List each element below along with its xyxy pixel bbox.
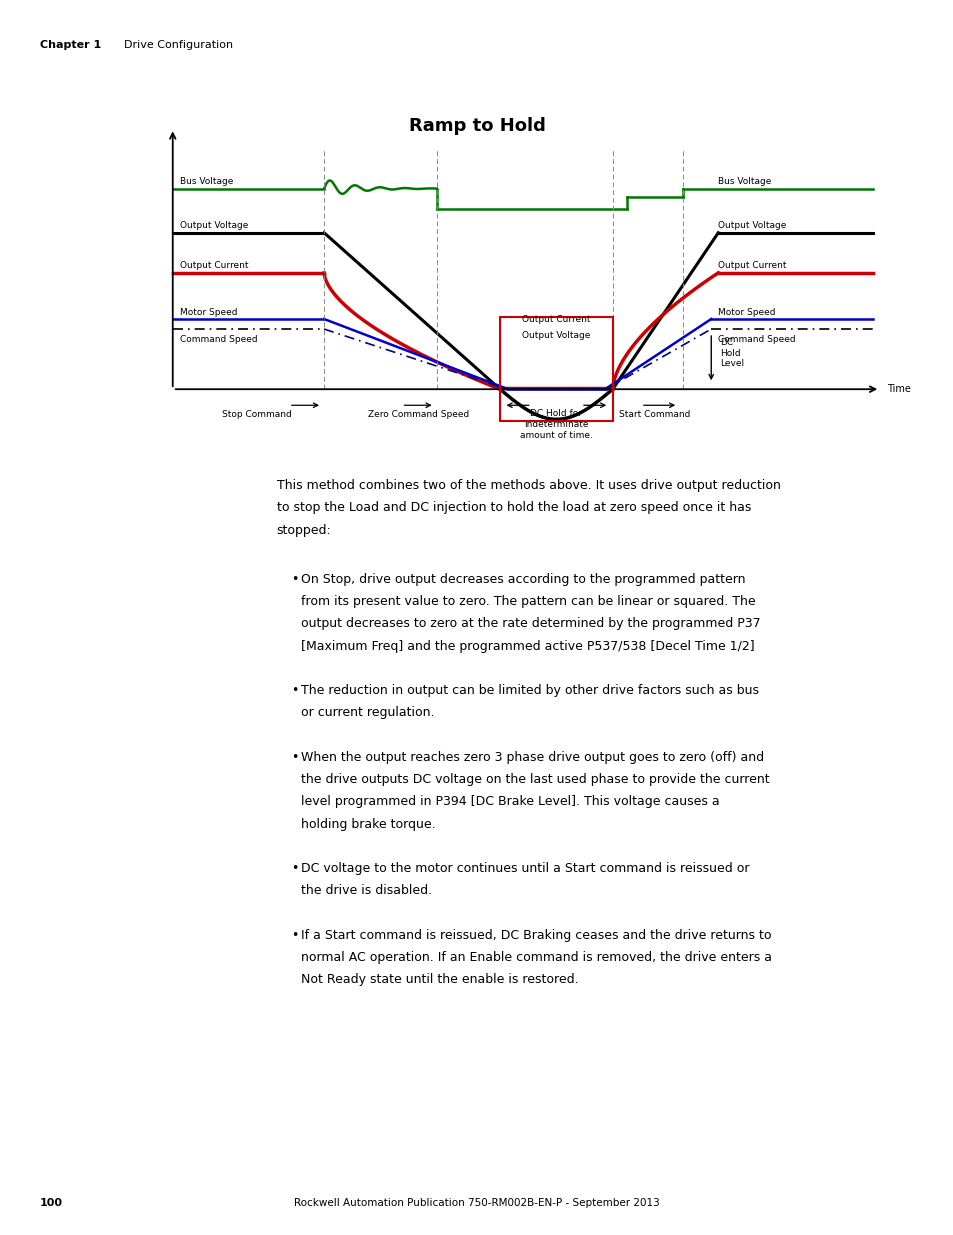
Text: the drive is disabled.: the drive is disabled. xyxy=(300,884,431,898)
Text: •: • xyxy=(291,929,298,942)
Text: normal AC operation. If an Enable command is removed, the drive enters a: normal AC operation. If an Enable comman… xyxy=(300,951,771,965)
Text: DC
Hold
Level: DC Hold Level xyxy=(719,338,743,368)
Text: Output Voltage: Output Voltage xyxy=(521,331,590,340)
Text: Start Command: Start Command xyxy=(618,410,690,419)
Text: Ramp to Hold: Ramp to Hold xyxy=(408,117,545,136)
Text: •: • xyxy=(291,573,298,587)
Text: •: • xyxy=(291,684,298,698)
Text: Not Ready state until the enable is restored.: Not Ready state until the enable is rest… xyxy=(300,973,578,987)
Text: This method combines two of the methods above. It uses drive output reduction: This method combines two of the methods … xyxy=(276,479,780,493)
Bar xyxy=(499,317,612,421)
Text: Output Voltage: Output Voltage xyxy=(718,221,786,230)
Text: output decreases to zero at the rate determined by the programmed P37: output decreases to zero at the rate det… xyxy=(300,618,760,631)
Text: stopped:: stopped: xyxy=(276,524,331,537)
Text: Output Current: Output Current xyxy=(179,261,248,270)
Text: Motor Speed: Motor Speed xyxy=(718,308,775,316)
Text: On Stop, drive output decreases according to the programmed pattern: On Stop, drive output decreases accordin… xyxy=(300,573,744,587)
Text: Drive Configuration: Drive Configuration xyxy=(124,40,233,49)
Text: to stop the Load and DC injection to hold the load at zero speed once it has: to stop the Load and DC injection to hol… xyxy=(276,501,750,515)
Text: 100: 100 xyxy=(40,1198,63,1208)
Text: Chapter 1: Chapter 1 xyxy=(40,40,101,49)
Text: Stop Command: Stop Command xyxy=(222,410,292,419)
Text: Output Voltage: Output Voltage xyxy=(179,221,248,230)
Text: [Maximum Freq] and the programmed active P537/538 [Decel Time 1/2]: [Maximum Freq] and the programmed active… xyxy=(300,640,753,653)
Text: When the output reaches zero 3 phase drive output goes to zero (off) and: When the output reaches zero 3 phase dri… xyxy=(300,751,762,764)
Text: Bus Voltage: Bus Voltage xyxy=(718,177,771,185)
Text: Bus Voltage: Bus Voltage xyxy=(179,177,233,185)
Text: Output Current: Output Current xyxy=(521,315,590,324)
Text: holding brake torque.: holding brake torque. xyxy=(300,818,435,831)
Text: level programmed in P394 [DC Brake Level]. This voltage causes a: level programmed in P394 [DC Brake Level… xyxy=(300,795,719,809)
Text: Motor Speed: Motor Speed xyxy=(179,308,237,316)
Text: from its present value to zero. The pattern can be linear or squared. The: from its present value to zero. The patt… xyxy=(300,595,755,609)
Text: If a Start command is reissued, DC Braking ceases and the drive returns to: If a Start command is reissued, DC Braki… xyxy=(300,929,770,942)
Text: or current regulation.: or current regulation. xyxy=(300,706,434,720)
Text: Output Current: Output Current xyxy=(718,261,786,270)
Text: the drive outputs DC voltage on the last used phase to provide the current: the drive outputs DC voltage on the last… xyxy=(300,773,768,787)
Text: •: • xyxy=(291,862,298,876)
Text: Command Speed: Command Speed xyxy=(718,335,795,345)
Text: DC voltage to the motor continues until a Start command is reissued or: DC voltage to the motor continues until … xyxy=(300,862,748,876)
Text: Rockwell Automation Publication 750-RM002B-EN-P - September 2013: Rockwell Automation Publication 750-RM00… xyxy=(294,1198,659,1208)
Text: DC Hold for
indeterminate
amount of time.: DC Hold for indeterminate amount of time… xyxy=(519,409,592,441)
Text: Zero Command Speed: Zero Command Speed xyxy=(368,410,469,419)
Text: The reduction in output can be limited by other drive factors such as bus: The reduction in output can be limited b… xyxy=(300,684,758,698)
Text: Command Speed: Command Speed xyxy=(179,335,257,345)
Text: •: • xyxy=(291,751,298,764)
Text: Time: Time xyxy=(886,384,910,394)
